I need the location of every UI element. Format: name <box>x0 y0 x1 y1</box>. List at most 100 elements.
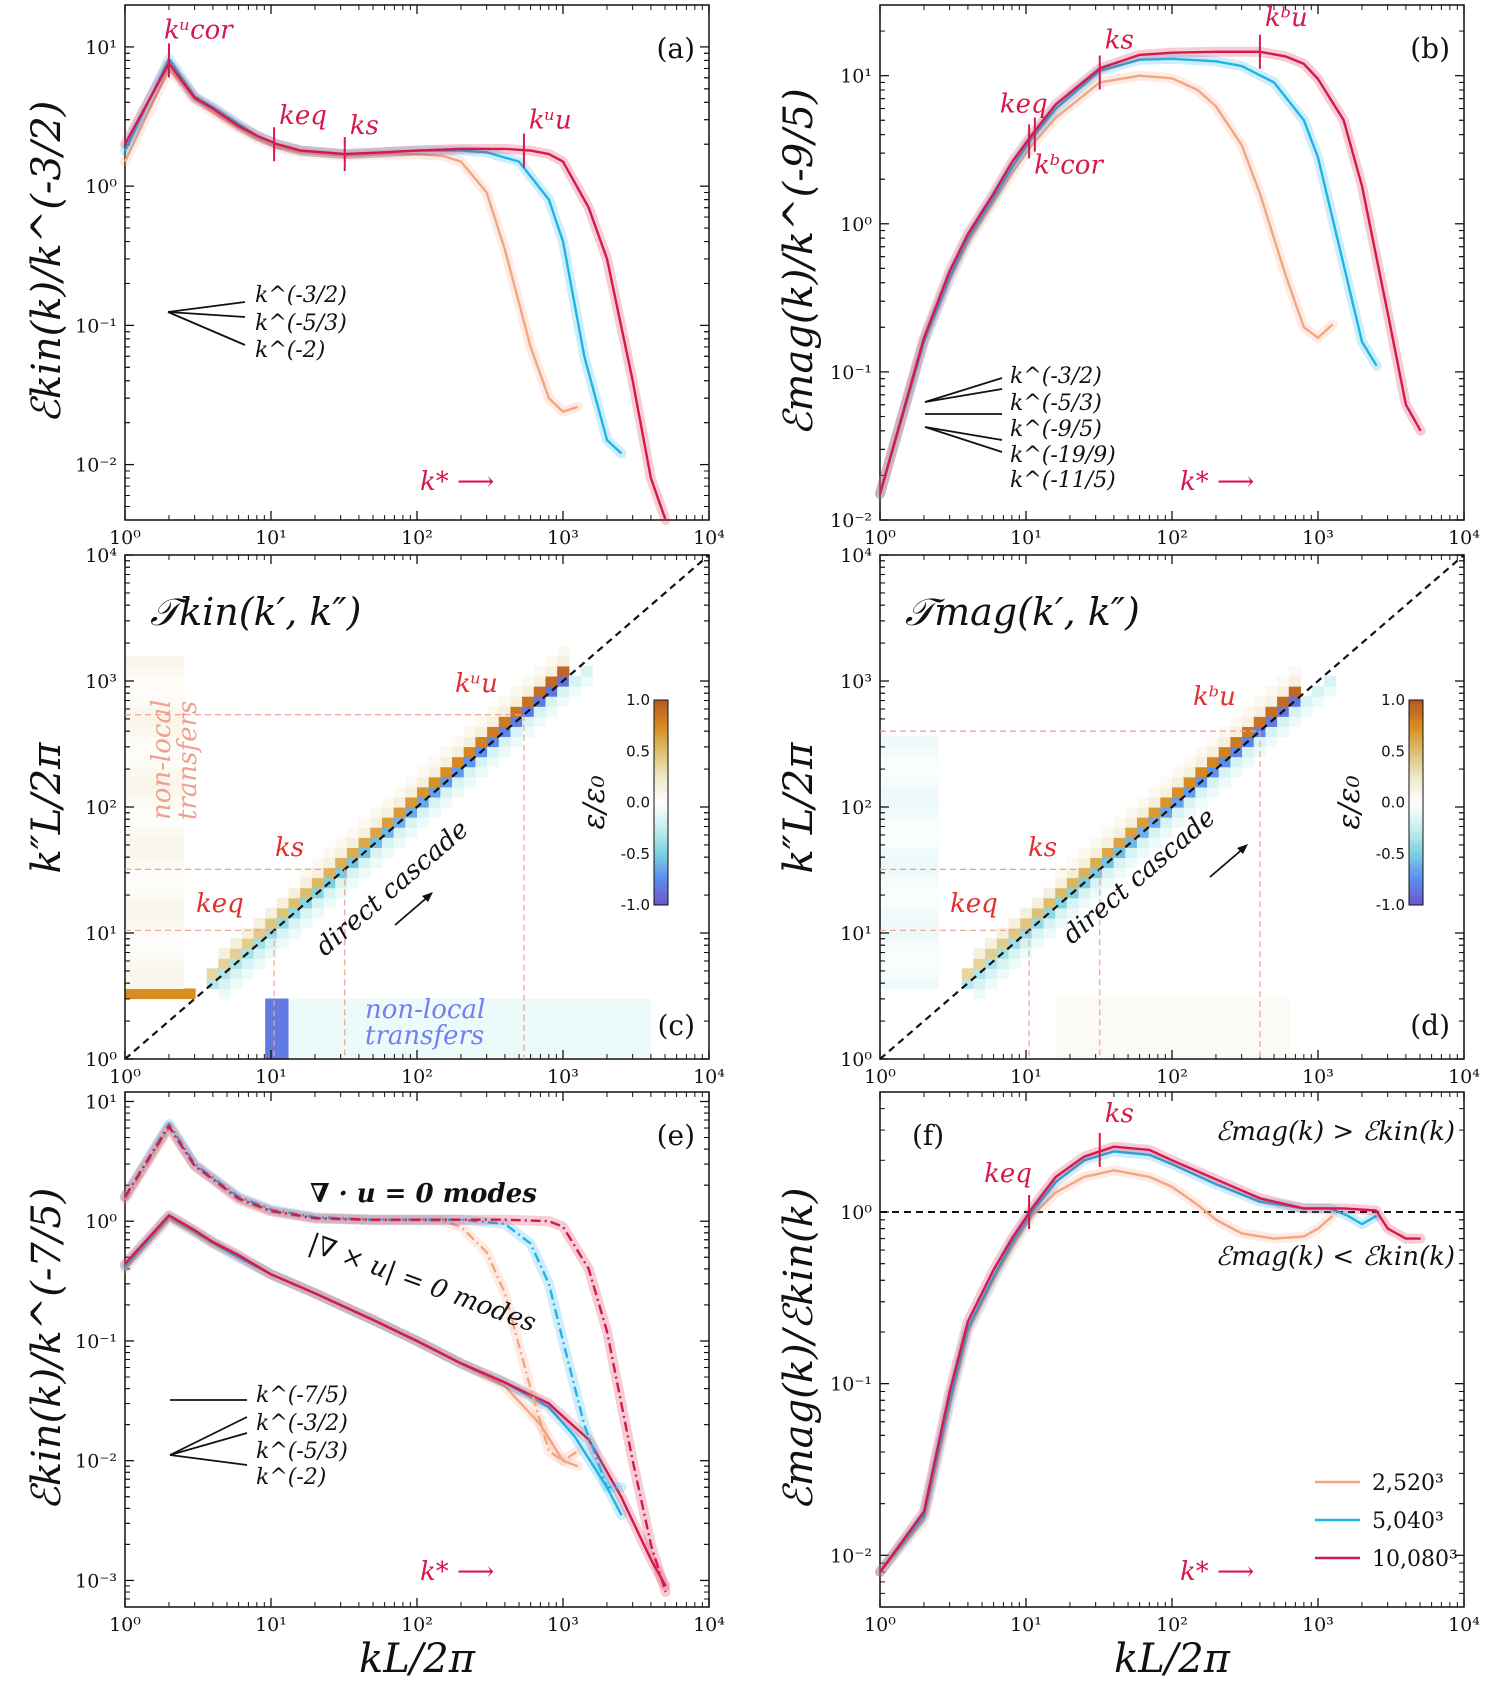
heat-cell <box>125 948 138 959</box>
panel-d-keq-label: keq <box>950 889 998 919</box>
heat-cell <box>1066 1008 1080 1020</box>
x-tick-label: 10² <box>401 1066 433 1088</box>
heat-cell <box>1300 706 1313 717</box>
x-tick-label: 10¹ <box>255 1066 287 1088</box>
heat-cell <box>381 827 395 838</box>
heat-cell <box>522 998 535 1010</box>
heat-cell <box>405 1008 418 1020</box>
y-tick-label: 10⁻² <box>830 510 872 532</box>
heat-cell <box>125 817 138 828</box>
y-tick-label: 10⁻² <box>75 1451 117 1473</box>
heat-cell <box>393 1018 406 1030</box>
heat-cell <box>148 867 161 879</box>
heat-cell <box>557 645 570 657</box>
heat-cell <box>1183 807 1196 818</box>
panel-a-ylabel: ℰkin(k)/k^(-3/2) <box>24 101 70 424</box>
heat-cell <box>405 786 418 798</box>
heat-cell <box>393 1028 406 1040</box>
b-band-2 <box>875 46 1426 499</box>
heat-cell <box>241 968 255 979</box>
heat-cell <box>452 1028 465 1040</box>
heat-cell <box>323 1018 336 1030</box>
heat-cell <box>533 1008 547 1020</box>
panel-e-frame <box>124 1091 710 1608</box>
heat-cell <box>148 938 161 949</box>
heat-cell <box>265 948 278 959</box>
colorbar-cell <box>1409 840 1423 844</box>
heat-cell <box>428 1018 441 1030</box>
heat-cell <box>557 696 570 707</box>
heat-cell <box>171 726 184 738</box>
heat-cell <box>1101 1048 1115 1060</box>
panel-b-slope-guide: k^(-3/2) k^(-5/3) k^(-9/5) k^(-19/9) k^(… <box>924 364 1116 493</box>
heat-cell <box>160 796 173 808</box>
heat-cell <box>323 857 336 869</box>
panel-e-lines <box>120 1118 671 1597</box>
panel-e-label: (e) <box>657 1119 695 1152</box>
colorbar-cell <box>654 761 668 766</box>
heat-cell <box>1265 696 1278 707</box>
heat-cell <box>1101 867 1115 879</box>
heat-cell <box>1172 1028 1185 1040</box>
b-band-1 <box>875 53 1382 499</box>
y-tick-label: 10⁻² <box>830 1545 872 1567</box>
panel-e-div-annotation: ∇ · u = 0 modes <box>310 1179 537 1209</box>
heat-cell <box>1113 1008 1126 1020</box>
heat-cell <box>463 1048 476 1060</box>
x-tick-label: 10² <box>401 527 433 549</box>
heat-cell <box>125 756 138 768</box>
heat-cell <box>125 736 138 748</box>
colorbar-cell <box>1409 700 1423 704</box>
heat-cell <box>440 786 453 798</box>
heat-cell <box>522 1048 535 1060</box>
panel-f-markers: keq ks <box>984 1099 1134 1229</box>
heat-cell <box>1183 796 1196 808</box>
heat-cell <box>171 887 184 899</box>
y-tick-label: 10⁰ <box>840 1202 872 1224</box>
colorbar-cell <box>654 836 668 841</box>
heat-cell <box>417 1018 430 1030</box>
heat-cell <box>475 998 488 1010</box>
heat-cell <box>1101 847 1115 858</box>
heat-cell <box>996 938 1010 949</box>
slope-label-b2: k^(-5/3) <box>1010 391 1102 416</box>
heat-cell <box>1242 1008 1255 1020</box>
heat-cell <box>136 938 149 949</box>
heat-cell <box>463 1028 476 1040</box>
heat-cell <box>160 716 173 727</box>
heat-cell <box>160 766 173 778</box>
heat-cell <box>1195 1018 1208 1030</box>
colorbar-cell <box>1409 795 1423 800</box>
b-line-2 <box>878 50 1422 495</box>
heat-cell <box>230 948 243 959</box>
panel-d-title: 𝒯mag(k′, k″) <box>905 590 1140 634</box>
heat-cell <box>148 766 161 778</box>
heat-cell <box>1078 857 1091 869</box>
heat-cell <box>136 877 149 889</box>
heat-cell <box>393 998 406 1010</box>
colorbar-cell <box>654 901 668 906</box>
heat-cell <box>311 877 325 889</box>
heat-cell <box>615 1008 628 1020</box>
heat-cell <box>1090 1048 1103 1060</box>
heat-cell <box>545 665 558 677</box>
heat-cell <box>136 696 149 707</box>
panel-a-label: (a) <box>656 32 695 65</box>
heat-cell <box>428 776 441 788</box>
heat-cell <box>1148 807 1161 818</box>
heat-cell <box>1125 1008 1138 1020</box>
colorbar-label: ε/ε₀ <box>577 775 612 829</box>
heat-cell <box>1078 867 1091 879</box>
heat-cell <box>1207 1008 1220 1020</box>
heat-cell <box>1136 837 1150 848</box>
heat-cell <box>136 716 149 727</box>
heat-cell <box>615 1048 628 1060</box>
heat-cell <box>171 706 184 717</box>
heat-cell <box>171 696 184 707</box>
slope-label-e2: k^(-3/2) <box>256 1411 348 1436</box>
heat-cell <box>903 867 916 879</box>
heat-cell <box>580 675 593 687</box>
heat-cell <box>171 665 184 677</box>
heat-cell <box>417 1028 430 1040</box>
heat-cell <box>1148 1038 1161 1050</box>
